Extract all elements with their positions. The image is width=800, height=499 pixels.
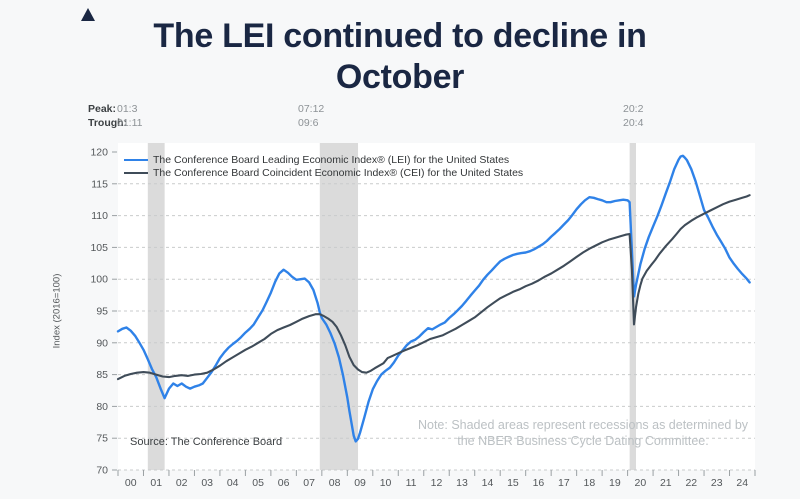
cei-line (116, 194, 751, 381)
y-tick-label: 95 (96, 306, 108, 318)
legend-row-cei: The Conference Board Coincident Economic… (124, 166, 523, 179)
x-tick-label: 02 (176, 477, 188, 489)
page-title-line1: The LEI continued to decline in (153, 17, 647, 55)
x-tick-label: 20 (634, 477, 646, 489)
recession-band (319, 143, 359, 470)
source-caption: Source: The Conference Board (130, 436, 283, 448)
y-tick-label: 80 (96, 401, 108, 413)
peak-value-2001: 01:3 (117, 103, 138, 115)
peak-value-2007: 07:12 (298, 103, 325, 115)
x-tick-label: 09 (354, 477, 366, 489)
trough-value-2001: 01:11 (117, 117, 143, 129)
x-tick-label: 24 (736, 477, 748, 489)
x-tick-label: 21 (660, 477, 672, 489)
legend-label-cei: The Conference Board Coincident Economic… (153, 166, 524, 179)
y-tick-label: 100 (90, 274, 108, 286)
y-tick-label: 85 (96, 369, 108, 381)
x-tick-label: 04 (227, 477, 239, 489)
legend-label-lei: The Conference Board Leading Economic In… (153, 153, 510, 166)
recession-note-line1: Note: Shaded areas represent recessions … (417, 418, 749, 432)
lei-line-swatch-icon (124, 158, 148, 161)
x-tick-label: 17 (558, 477, 570, 489)
x-tick-label: 18 (584, 477, 596, 489)
x-tick-label: 19 (609, 477, 621, 489)
recession-note-line2: the NBER Business Cycle Dating Committee… (457, 433, 709, 448)
x-tick-label: 22 (685, 477, 697, 489)
y-tick-label: 115 (91, 178, 108, 190)
x-tick-label: 15 (507, 477, 519, 489)
cei-line-swatch-icon (124, 171, 148, 174)
trough-label: Trough: (88, 117, 128, 129)
chart-legend: The Conference Board Leading Economic In… (124, 153, 523, 179)
y-tick-label: 105 (90, 242, 108, 254)
plot-background (118, 143, 755, 470)
peak-row: Peak: 01:3 07:12 20:2 (0, 103, 800, 116)
y-tick-label: 90 (96, 337, 108, 349)
legend-row-lei: The Conference Board Leading Economic In… (124, 153, 523, 166)
x-tick-label: 00 (125, 477, 137, 489)
x-tick-label: 07 (303, 477, 315, 489)
page-title: The LEI continued to decline in October (0, 16, 800, 98)
x-tick-label: 01 (150, 477, 162, 489)
x-tick-label: 10 (380, 477, 392, 489)
x-tick-label: 11 (406, 477, 417, 489)
recession-band (147, 143, 165, 470)
trough-value-2020: 20:4 (623, 117, 644, 129)
y-axis-title: Index (2016=100) (51, 273, 63, 349)
y-tick-label: 110 (91, 210, 108, 222)
lei-cei-line-chart: 70 75 80 85 90 95 100 105 110 115 120 00 01 02 03 04 05 0… (90, 143, 756, 489)
y-tick-label: 75 (96, 433, 108, 445)
x-tick-label: 06 (278, 477, 290, 489)
trough-value-2009: 09:6 (298, 117, 319, 129)
logo-mark-icon (81, 8, 95, 21)
peak-label: Peak: (88, 103, 117, 115)
x-tick-label: 03 (201, 477, 213, 489)
x-tick-label: 05 (252, 477, 264, 489)
y-tick-label: 70 (96, 465, 108, 477)
y-tick-label: 120 (90, 147, 108, 159)
page-title-line2: October (335, 58, 465, 96)
trough-row: Trough: 01:11 09:6 20:4 (0, 117, 800, 130)
x-tick-label: 08 (329, 477, 341, 489)
x-tick-label: 23 (711, 477, 723, 489)
x-tick-label: 13 (456, 477, 468, 489)
recession-note: Note: Shaded areas represent recessions … (395, 418, 771, 449)
x-tick-label: 12 (431, 477, 443, 489)
lei-line (116, 154, 751, 443)
x-tick-label: 14 (482, 477, 494, 489)
x-tick-label: 16 (533, 477, 545, 489)
peak-value-2020: 20:2 (623, 103, 644, 115)
